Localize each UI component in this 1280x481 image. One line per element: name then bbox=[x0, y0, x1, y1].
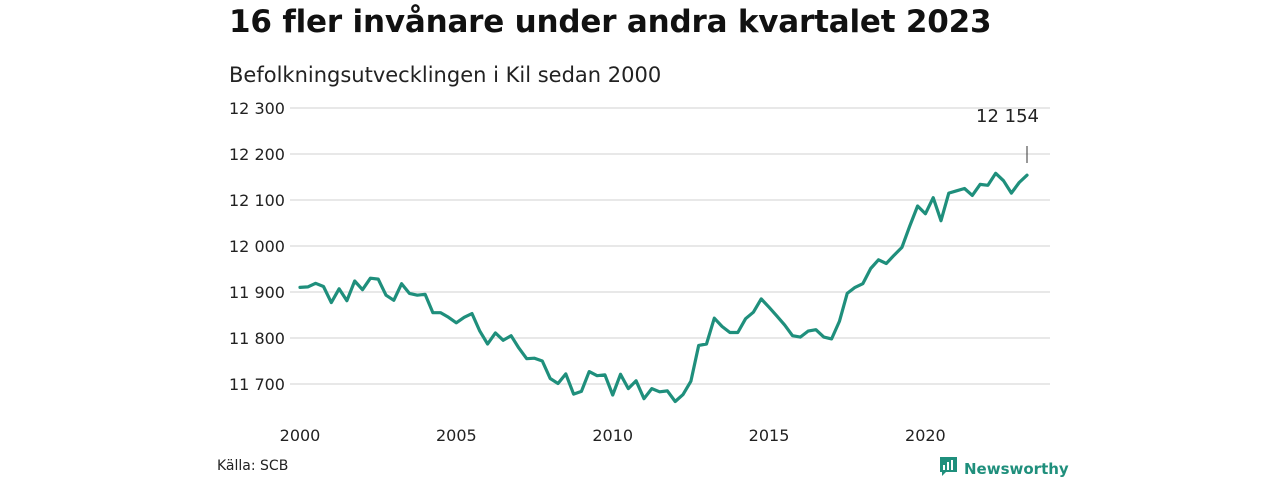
y-tick-label: 12 300 bbox=[229, 99, 285, 118]
source-label: Källa: SCB bbox=[217, 458, 288, 474]
annotation-label: 12 154 bbox=[976, 106, 1039, 127]
brand-name: Newsworthy bbox=[964, 460, 1069, 478]
x-tick-label: 2005 bbox=[436, 426, 477, 445]
x-axis-ticks: 2000 2005 2010 2015 2020 bbox=[280, 426, 946, 445]
y-tick-label: 12 100 bbox=[229, 191, 285, 210]
y-tick-label: 12 000 bbox=[229, 237, 285, 256]
y-tick-label: 11 700 bbox=[229, 375, 285, 394]
x-tick-label: 2015 bbox=[749, 426, 790, 445]
x-tick-label: 2010 bbox=[592, 426, 633, 445]
y-tick-label: 11 800 bbox=[229, 329, 285, 348]
series-group bbox=[300, 173, 1027, 401]
y-tick-label: 12 200 bbox=[229, 145, 285, 164]
x-tick-label: 2020 bbox=[905, 426, 946, 445]
gridlines bbox=[290, 108, 1050, 384]
brand: Newsworthy bbox=[938, 456, 1069, 481]
y-axis-ticks: 11 700 11 800 11 900 12 000 12 100 12 200 12 3… bbox=[229, 99, 285, 394]
newsworthy-logo-icon bbox=[938, 456, 959, 481]
x-tick-label: 2000 bbox=[280, 426, 321, 445]
y-tick-label: 11 900 bbox=[229, 283, 285, 302]
series-line bbox=[300, 173, 1027, 401]
